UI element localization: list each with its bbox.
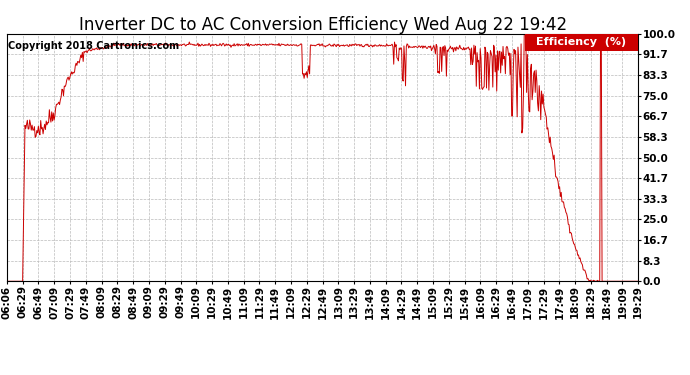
- Text: Copyright 2018 Cartronics.com: Copyright 2018 Cartronics.com: [8, 41, 179, 51]
- Title: Inverter DC to AC Conversion Efficiency Wed Aug 22 19:42: Inverter DC to AC Conversion Efficiency …: [79, 16, 566, 34]
